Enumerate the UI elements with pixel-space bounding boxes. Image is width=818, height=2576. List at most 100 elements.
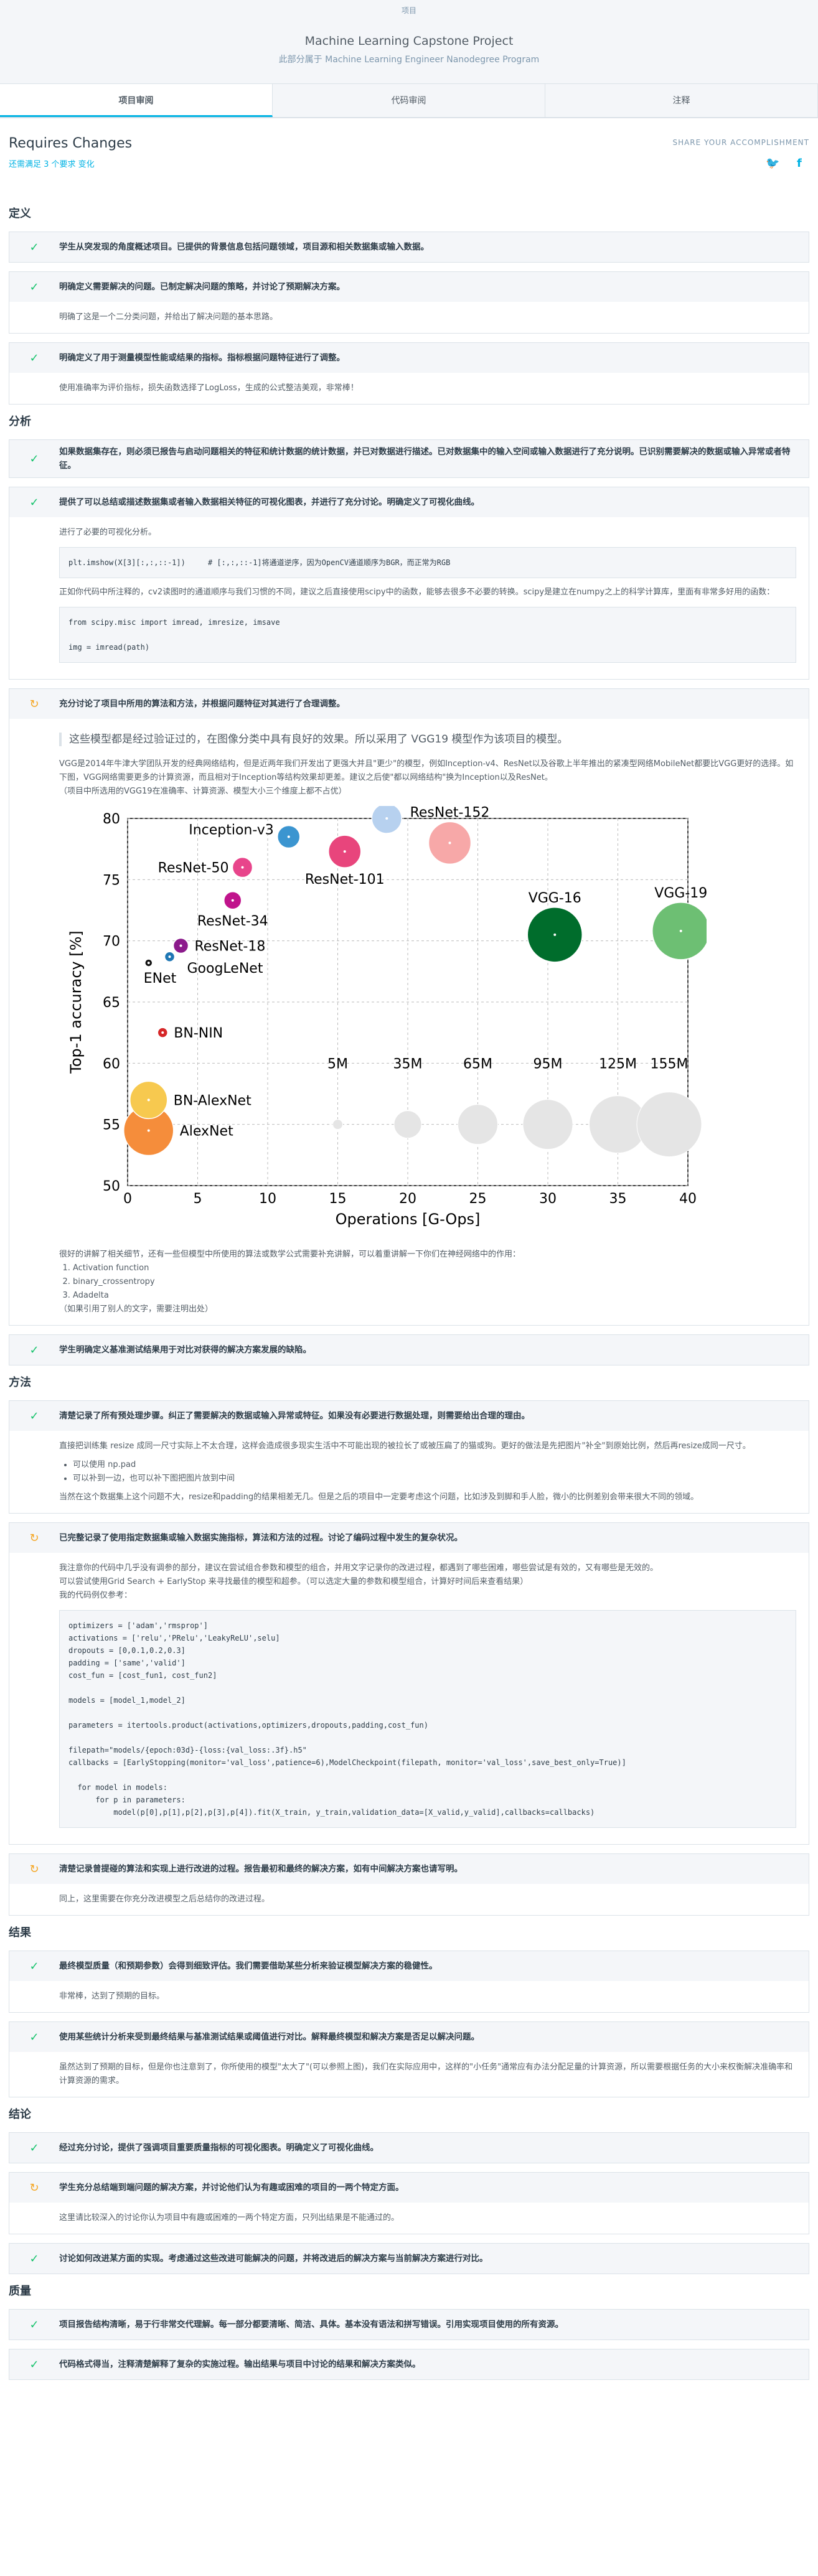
data-label: BN-NIN — [174, 1026, 223, 1041]
size-legend-label: 65M — [463, 1056, 492, 1072]
quote: 这些模型都是经过验证过的，在图像分类中具有良好的效果。所以采用了 VGG19 模… — [59, 733, 796, 746]
review-status: Requires Changes 还需满足 3 个要求 变化 SHARE YOU… — [0, 118, 818, 199]
rubric-text: 讨论如何改进某方面的实现。考虑通过这些改进可能解决的问题，并将改进后的解决方案与… — [59, 2254, 488, 2264]
data-point-center — [287, 835, 290, 838]
reviewer-comment: 虽然达到了预期的目标，但是你也注意到了，你所使用的模型"太大了"(可以参照上图)… — [59, 2063, 793, 2086]
rubric-item: ✓ 明确定义了用于测量模型性能或结果的指标。指标根据问题特征进行了调整。 使用准确… — [9, 342, 809, 405]
data-label: VGG-16 — [529, 891, 581, 906]
x-tick-label: 10 — [259, 1191, 276, 1207]
rubric-item: ✓ 如果数据集存在，则必须已报告与启动问题相关的特征和统计数据的统计数据，并已对数… — [9, 439, 809, 478]
x-tick-label: 35 — [609, 1191, 627, 1207]
comment-text: 我的代码例仅参考： — [59, 1591, 133, 1600]
data-point-center — [385, 817, 388, 820]
size-legend-label: 95M — [534, 1056, 563, 1072]
data-point-center — [448, 841, 451, 845]
data-label: ResNet-34 — [197, 914, 268, 929]
reviewer-comment: 进行了必要的可视化分析。 plt.imshow(X[3][:,:,::-1]) … — [9, 517, 809, 679]
data-label: Inception-v3 — [189, 823, 274, 838]
comment-text: 可以尝试使用Grid Search + EarlyStop 来寻找最佳的模型和超… — [59, 1577, 529, 1586]
section-title: 结果 — [9, 1926, 31, 1939]
rubric-item: ✓ 代码格式得当，注释清楚解释了复杂的实施过程。输出结果与项目中讨论的结果和解决方… — [9, 2349, 809, 2380]
comment-text: 很好的讲解了相关细节，还有一些但模型中所使用的算法或数学公式需要补充讲解，可以着… — [59, 1250, 521, 1259]
list-item: Adadelta — [73, 1289, 796, 1303]
data-label: ResNet-50 — [158, 861, 229, 876]
accuracy-ops-chart: 0 5 10 15 20 25 30 35 40 50 55 60 65 70 75 80 Operations… — [59, 787, 796, 1240]
check-icon: ✓ — [29, 2358, 39, 2371]
project-title: Machine Learning Capstone Project — [304, 34, 514, 48]
data-label: ResNet-18 — [195, 939, 266, 955]
comment-text: （如果引用了别人的文字，需要注明出处） — [59, 1304, 214, 1314]
data-point-center — [147, 1098, 150, 1102]
twitter-icon[interactable]: 🐦 — [766, 157, 780, 170]
y-tick-label: 60 — [103, 1056, 120, 1072]
rubric-item: ✓ 提供了可以总结或描述数据集或者输入数据相关特征的可视化图表，并进行了充分讨论。… — [9, 487, 809, 680]
y-axis-label: Top-1 accuracy [%] — [67, 930, 85, 1074]
size-legend-bubble — [522, 1099, 573, 1150]
data-label: VGG-19 — [654, 886, 707, 901]
comment-text: 进行了必要的可视化分析。 — [59, 528, 157, 537]
data-label: ResNet-152 — [410, 806, 490, 820]
y-tick-label: 65 — [103, 995, 120, 1011]
section-title: 方法 — [9, 1376, 31, 1389]
code-block: optimizers = ['adam','rmsprop'] activati… — [59, 1610, 796, 1828]
rubric-item: ✓ 经过充分讨论，提供了强调项目重要质量指标的可视化图表。明确定义了可视化曲线。 — [9, 2132, 809, 2163]
data-point-center — [679, 929, 682, 932]
rubric-text: 学生从突发现的角度概述项目。已提供的背景信息包括问题领域，项目源和相关数据集或输… — [59, 242, 429, 252]
tab-code-review[interactable]: 代码审阅 — [273, 84, 545, 117]
facebook-icon[interactable]: f — [797, 157, 802, 170]
reviewer-comment: 直接把训练集 resize 成同一尺寸实际上不太合理，这样会造成很多现实生活中不… — [9, 1431, 809, 1513]
header-top: 项目 — [401, 6, 416, 15]
check-icon: ✓ — [29, 1343, 39, 1357]
x-axis-label: Operations [G-Ops] — [336, 1211, 481, 1228]
data-label: AlexNet — [180, 1124, 233, 1140]
rubric-item: ✓ 项目报告结构清晰，易于行非常交代理解。每一部分都要清晰、简洁、具体。基本没有语… — [9, 2309, 809, 2340]
rubric-text: 充分讨论了项目中所用的算法和方法，并根据问题特征对其进行了合理调整。 — [59, 699, 345, 709]
reviewer-comment: 这些模型都是经过验证过的，在图像分类中具有良好的效果。所以采用了 VGG19 模… — [9, 719, 809, 1325]
share-label: SHARE YOUR ACCOMPLISHMENT — [672, 138, 809, 147]
tab-notes[interactable]: 注释 — [545, 84, 818, 117]
rubric-item: ✓ 讨论如何改进某方面的实现。考虑通过这些改进可能解决的问题，并将改进后的解决方案… — [9, 2243, 809, 2274]
reviewer-comment: 使用准确率为评价指标，损失函数选择了LogLoss，生成的公式整洁美观，非常棒！ — [59, 383, 359, 393]
reviewer-comment: 同上，这里需要在你充分改进模型之后总结你的改进过程。 — [59, 1895, 270, 1904]
refresh-icon: ↻ — [29, 2181, 39, 2194]
section-title: 分析 — [9, 415, 31, 428]
topic-list: Activation function binary_crossentropy … — [73, 1262, 796, 1303]
check-icon: ✓ — [29, 1409, 39, 1423]
refresh-icon: ↻ — [29, 1531, 39, 1545]
size-legend-bubble — [636, 1092, 702, 1158]
rubric-text: 学生充分总结端到端问题的解决方案，并讨论他们认为有趣或困难的项目的一两个特定方面… — [59, 2183, 404, 2193]
rubric-text: 清楚记录曾提碰的算法和实现上进行改进的过程。报告最初和最终的解决方案，如有中间解… — [59, 1864, 463, 1874]
rubric-item: ↻ 充分讨论了项目中所用的算法和方法，并根据问题特征对其进行了合理调整。 这些模型… — [9, 688, 809, 1326]
rubric-item: ↻ 清楚记录曾提碰的算法和实现上进行改进的过程。报告最初和最终的解决方案，如有中间… — [9, 1853, 809, 1916]
data-point-center — [147, 962, 150, 965]
rubric-text: 已完整记录了使用指定数据集或输入数据实施指标，算法和方法的过程。讨论了编码过程中… — [59, 1533, 463, 1543]
x-tick-label: 40 — [679, 1191, 697, 1207]
program-subtitle: 此部分属于 Machine Learning Engineer Nanodegr… — [278, 55, 540, 65]
status-title: Requires Changes — [9, 136, 133, 151]
section-methodology: 方法 ✓ 清楚记录了所有预处理步骤。纠正了需要解决的数据或输入异常或特征。如果没有… — [0, 1374, 818, 1916]
comment-text: 我注意你的代码中几乎没有调参的部分，建议在尝试组合参数和模型的组合，并用文字记录… — [59, 1563, 659, 1573]
check-icon: ✓ — [29, 495, 39, 509]
data-label: ENet — [144, 971, 177, 986]
section-analysis: 分析 ✓ 如果数据集存在，则必须已报告与启动问题相关的特征和统计数据的统计数据，并… — [0, 413, 818, 1365]
rubric-item: ✓ 明确定义需要解决的问题。已制定解决问题的策略，并讨论了预期解决方案。 明确了这… — [9, 271, 809, 334]
tab-project-review[interactable]: 项目审阅 — [0, 84, 273, 117]
section-title: 质量 — [9, 2285, 31, 2298]
x-tick-label: 5 — [194, 1191, 202, 1207]
page-header: 项目 Machine Learning Capstone Project 此部分… — [0, 0, 818, 84]
refresh-icon: ↻ — [29, 697, 39, 711]
section-definition: 定义 ✓ 学生从突发现的角度概述项目。已提供的背景信息包括问题领域，项目源和相关数… — [0, 205, 818, 405]
data-point-center — [147, 1129, 150, 1132]
size-legend-bubble — [458, 1104, 498, 1145]
size-legend-label: 35M — [393, 1056, 423, 1072]
section-quality: 质量 ✓ 项目报告结构清晰，易于行非常交代理解。每一部分都要清晰、简洁、具体。基本… — [0, 2283, 818, 2380]
list-item: 可以补到一边，也可以补下图把图片放到中间 — [73, 1472, 796, 1486]
review-tabs: 项目审阅 代码审阅 注释 — [0, 84, 818, 118]
reviewer-comment: 我注意你的代码中几乎没有调参的部分，建议在尝试组合参数和模型的组合，并用文字记录… — [9, 1553, 809, 1844]
x-tick-label: 25 — [469, 1191, 487, 1207]
tip-list: 可以使用 np.pad 可以补到一边，也可以补下图把图片放到中间 — [73, 1458, 796, 1486]
rubric-item: ↻ 学生充分总结端到端问题的解决方案，并讨论他们认为有趣或困难的项目的一两个特定方… — [9, 2172, 809, 2234]
data-point-center — [179, 944, 182, 947]
check-icon: ✓ — [29, 280, 39, 294]
reviewer-comment: 明确了这是一个二分类问题，并给出了解决问题的基本思路。 — [59, 312, 278, 322]
